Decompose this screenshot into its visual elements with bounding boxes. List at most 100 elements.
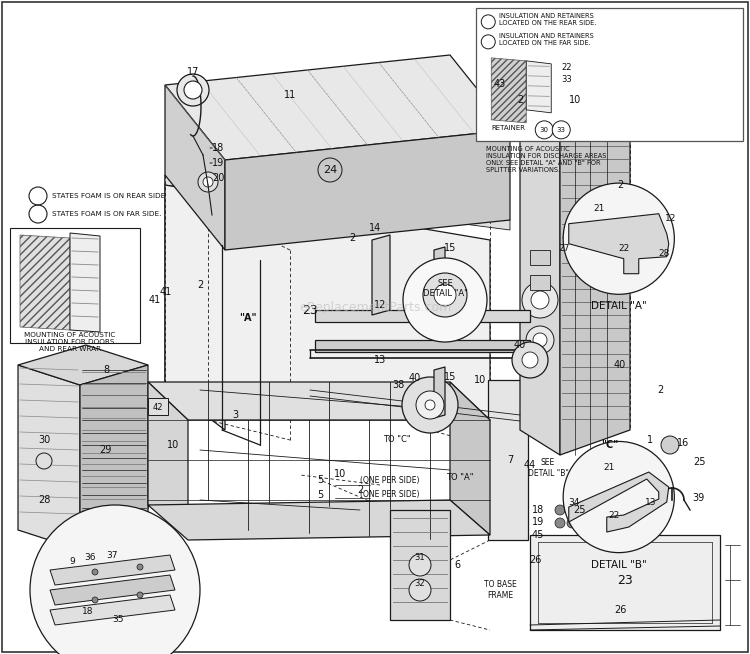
Polygon shape [225,130,510,250]
Polygon shape [148,382,188,520]
Text: TO BASE
FRAME: TO BASE FRAME [484,580,516,600]
Polygon shape [165,55,510,160]
Text: 40: 40 [409,373,422,383]
Circle shape [92,597,98,603]
Text: eReplacementParts.com: eReplacementParts.com [298,301,452,314]
Circle shape [434,284,456,306]
Text: 40: 40 [514,340,526,350]
Text: 43: 43 [494,79,506,89]
Text: 2: 2 [517,95,524,105]
Text: 41: 41 [160,287,172,297]
Text: 2: 2 [196,280,203,290]
Text: 26: 26 [614,605,626,615]
Circle shape [416,391,444,419]
Text: 22: 22 [561,63,572,73]
Text: 21: 21 [593,204,604,213]
Text: 23: 23 [302,303,318,317]
Text: DETAIL "B": DETAIL "B" [591,560,646,570]
Text: 2: 2 [616,180,623,190]
Text: 7: 7 [507,455,513,465]
Circle shape [402,377,458,433]
Text: 22: 22 [608,511,619,519]
Text: 26: 26 [529,555,542,565]
Circle shape [478,82,498,102]
Text: "C": "C" [602,440,619,450]
Text: 13: 13 [374,355,386,365]
Text: (ONE PER SIDE): (ONE PER SIDE) [360,490,419,500]
Text: 2: 2 [657,385,663,395]
Circle shape [579,505,589,515]
Text: 1: 1 [647,435,653,445]
Text: 38: 38 [392,380,404,390]
Circle shape [425,400,435,410]
Circle shape [531,291,549,309]
Polygon shape [530,250,550,265]
Text: 10: 10 [568,95,581,105]
Text: 22: 22 [618,244,629,253]
Text: 35: 35 [112,615,124,625]
Polygon shape [520,90,630,140]
Circle shape [522,282,558,318]
Text: 32: 32 [415,579,425,587]
Polygon shape [50,555,175,585]
Circle shape [177,74,209,106]
Text: INSULATION AND RETAINERS
LOCATED ON THE REAR SIDE.: INSULATION AND RETAINERS LOCATED ON THE … [500,13,597,26]
Polygon shape [530,275,550,290]
Text: 23: 23 [617,574,633,587]
Text: TO "A": TO "A" [446,473,474,483]
Circle shape [483,87,493,97]
Polygon shape [148,382,490,420]
Text: "A": "A" [239,313,256,323]
Circle shape [403,258,487,342]
Text: MOUNTING OF ACOUSTIC
INSULATION FOR DISCHARGE AREAS
ONLY. SEE DETAIL "A" AND "B": MOUNTING OF ACOUSTIC INSULATION FOR DISC… [486,146,607,173]
Polygon shape [568,472,669,532]
Circle shape [30,505,200,654]
Circle shape [555,518,565,528]
Text: 17: 17 [187,67,200,77]
Text: MOUNTING OF ACOUSTIC
INSULATION FOR DOORS
AND REAR WRAP.: MOUNTING OF ACOUSTIC INSULATION FOR DOOR… [24,332,116,352]
Text: STATES FOAM IS ON REAR SIDE: STATES FOAM IS ON REAR SIDE [52,193,165,199]
Circle shape [512,342,548,378]
Polygon shape [165,85,225,250]
Text: 15: 15 [444,243,456,253]
Circle shape [533,333,547,347]
Text: 27: 27 [558,244,569,253]
Text: DETAIL "A": DETAIL "A" [591,301,646,311]
Text: 31: 31 [415,553,425,562]
Polygon shape [372,235,390,315]
Bar [476,8,742,141]
Circle shape [482,15,495,29]
Text: TO "C": TO "C" [383,436,411,445]
Text: 6: 6 [454,560,460,570]
Text: SEE
DETAIL "B": SEE DETAIL "B" [527,458,568,477]
Circle shape [29,187,47,205]
Text: 30: 30 [38,435,50,445]
Text: 10: 10 [474,375,486,385]
Text: 25: 25 [574,505,586,515]
Polygon shape [50,595,175,625]
Polygon shape [18,365,80,550]
Text: 40: 40 [614,360,626,370]
Circle shape [579,518,589,528]
Circle shape [184,81,202,99]
Text: 14: 14 [369,223,381,233]
Text: 42: 42 [153,402,164,411]
Circle shape [522,352,538,368]
Circle shape [526,326,554,354]
Polygon shape [50,575,175,605]
Text: 34: 34 [568,498,580,507]
Circle shape [536,121,554,139]
Text: 10: 10 [166,440,179,450]
Text: 5: 5 [316,490,323,500]
Circle shape [552,121,570,139]
Text: 33: 33 [556,127,566,133]
Polygon shape [526,61,551,113]
Bar [10,228,140,343]
Polygon shape [390,510,450,620]
Text: 39: 39 [692,493,704,503]
Text: 16: 16 [676,438,689,448]
Circle shape [563,183,674,294]
Text: 45: 45 [532,530,544,540]
Polygon shape [165,185,490,420]
Polygon shape [165,175,510,230]
